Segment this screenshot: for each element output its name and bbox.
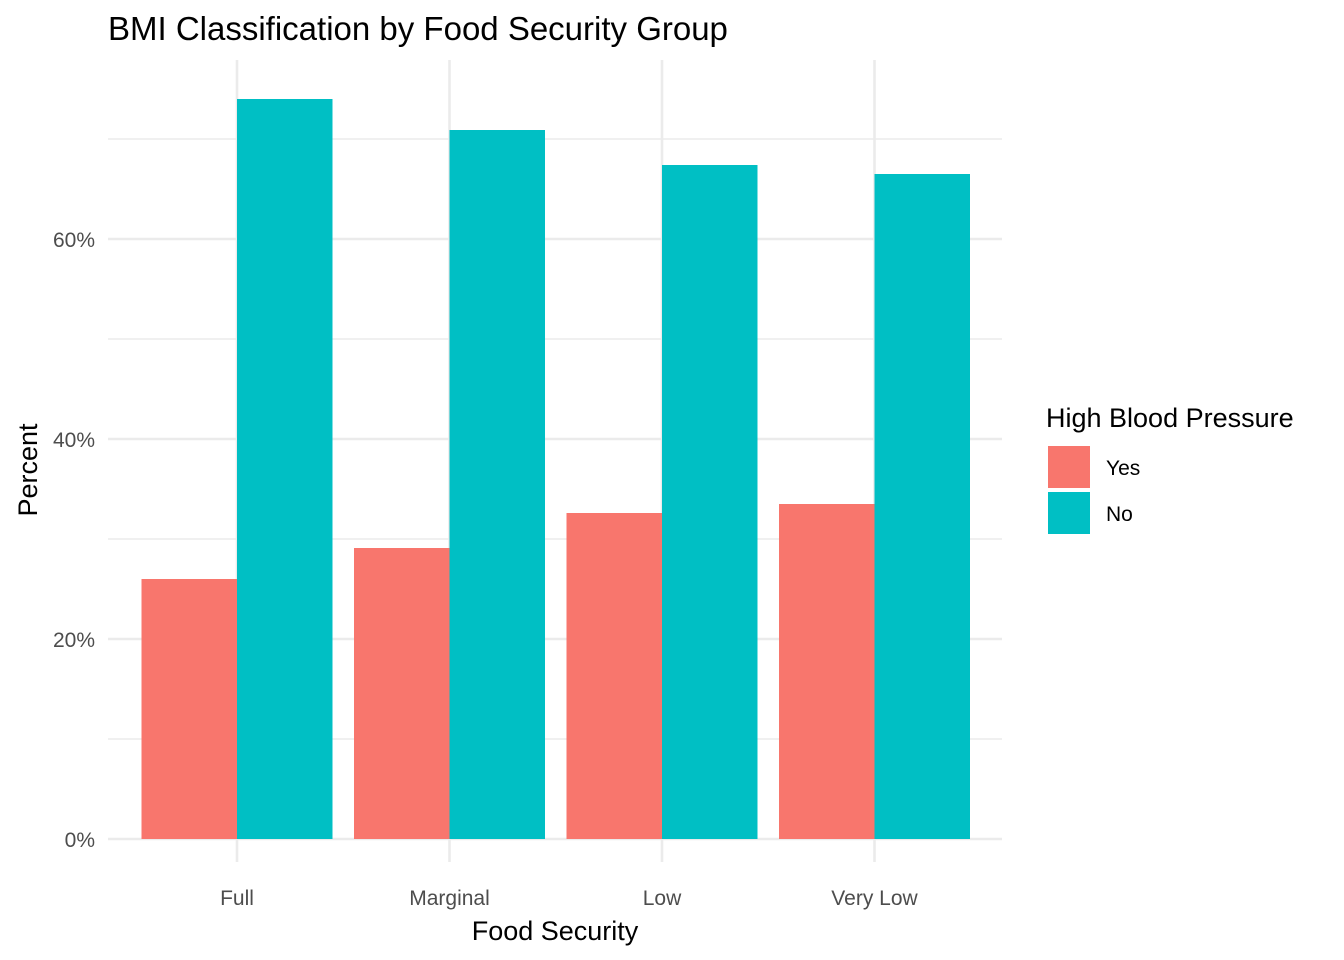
bars: Full / Yes: 26%Full / No: 74%Marginal / … <box>141 99 970 839</box>
legend-title: High Blood Pressure <box>1046 403 1294 433</box>
bar-yes-full: Full / Yes: 26% <box>141 579 237 839</box>
x-tick-label: Full <box>220 887 254 910</box>
legend: High Blood Pressure Yes No <box>1046 403 1294 534</box>
y-axis-title: Percent <box>13 423 43 517</box>
y-tick-label: 40% <box>53 429 95 452</box>
x-tick-label: Marginal <box>409 887 490 910</box>
bar-yes-low: Low / Yes: 32.6% <box>566 513 662 839</box>
legend-label-no: No <box>1106 503 1133 526</box>
x-tick-label: Low <box>643 887 682 910</box>
legend-key-yes <box>1048 446 1090 488</box>
y-tick-label: 60% <box>53 229 95 252</box>
legend-key-no <box>1048 492 1090 534</box>
x-axis-title: Food Security <box>472 916 639 946</box>
y-tick-label: 20% <box>53 629 95 652</box>
chart-title: BMI Classification by Food Security Grou… <box>108 10 728 47</box>
bar-no-marginal: Marginal / No: 70.9% <box>449 130 545 839</box>
y-tick-label: 0% <box>65 829 95 852</box>
bar-yes-marginal: Marginal / Yes: 29.1% <box>354 548 450 839</box>
bar-no-low: Low / No: 67.4% <box>662 165 758 839</box>
bar-yes-very-low: Very Low / Yes: 33.5% <box>779 504 875 839</box>
bar-no-very-low: Very Low / No: 66.5% <box>874 174 970 839</box>
x-axis-ticks: Full Marginal Low Very Low <box>220 887 918 910</box>
x-tick-label: Very Low <box>831 887 918 910</box>
y-axis-ticks: 0% 20% 40% 60% <box>53 229 95 852</box>
legend-label-yes: Yes <box>1106 457 1140 480</box>
bar-no-full: Full / No: 74% <box>237 99 333 839</box>
